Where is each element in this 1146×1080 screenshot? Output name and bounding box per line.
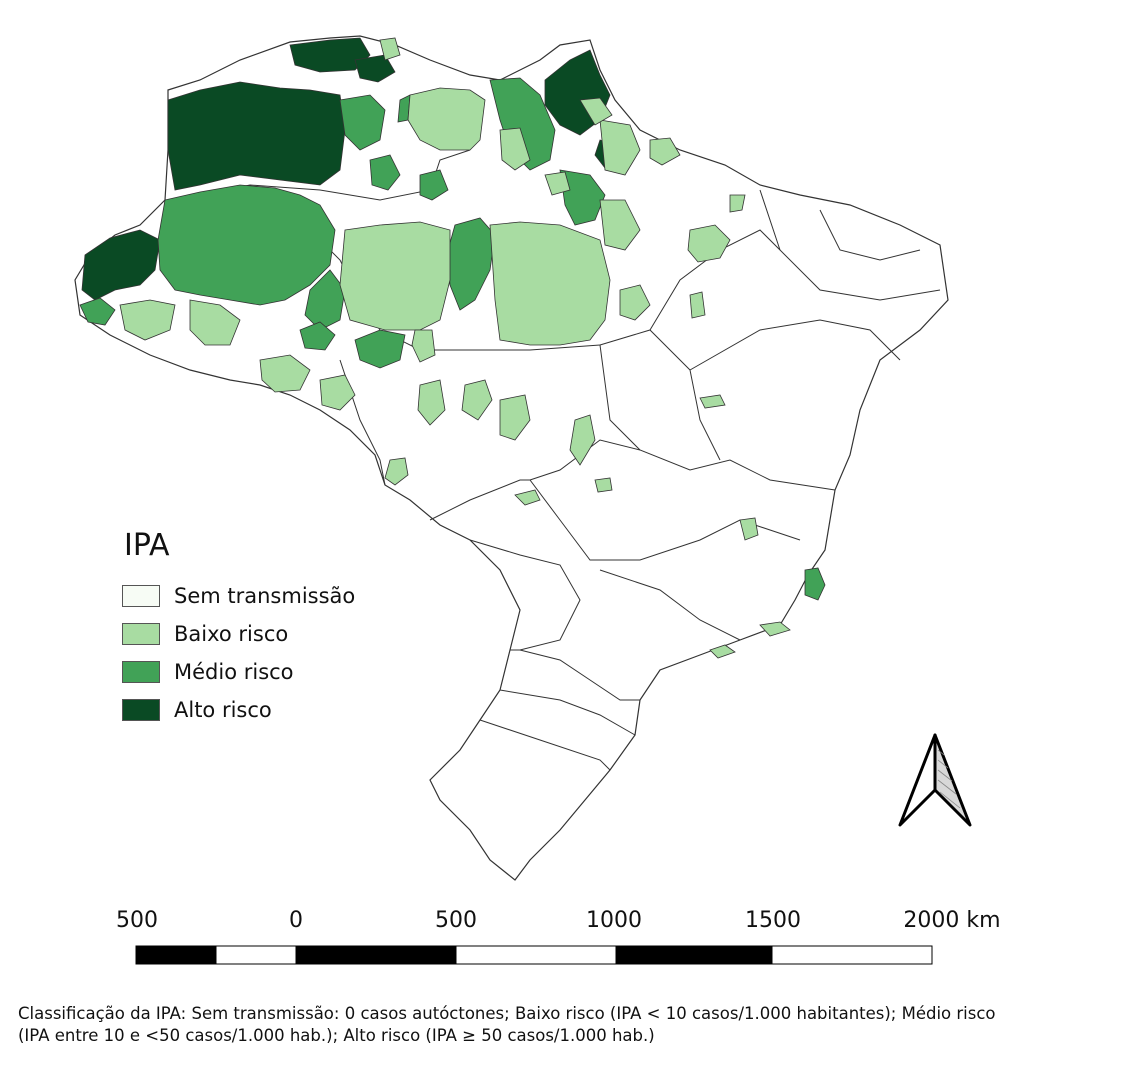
legend-swatch	[122, 623, 160, 645]
legend-label: Baixo risco	[174, 622, 289, 646]
scale-label: 2000 km	[903, 908, 1001, 933]
legend-item-baixo-risco: Baixo risco	[122, 615, 355, 653]
legend-label: Alto risco	[174, 698, 272, 722]
baixo-risco-regions	[119, 37, 791, 659]
caption-line-1: Classificação da IPA: Sem transmissão: 0…	[18, 1004, 996, 1023]
legend: IPA Sem transmissão Baixo risco Médio ri…	[122, 528, 355, 729]
scale-bar	[135, 945, 933, 965]
legend-label: Sem transmissão	[174, 584, 356, 608]
legend-item-alto-risco: Alto risco	[122, 691, 355, 729]
scale-label: 500	[435, 908, 477, 933]
scale-label: 1000	[586, 908, 642, 933]
scale-label: 1500	[745, 908, 801, 933]
legend-item-sem-transmissao: Sem transmissão	[122, 577, 355, 615]
north-arrow-icon	[898, 733, 972, 827]
legend-swatch	[122, 585, 160, 607]
caption-line-2: (IPA entre 10 e <50 casos/1.000 hab.); A…	[18, 1026, 655, 1045]
scale-labels: 500 0 500 1000 1500 2000 km	[0, 908, 1146, 938]
caption: Classificação da IPA: Sem transmissão: 0…	[18, 1003, 1128, 1047]
legend-swatch	[122, 699, 160, 721]
legend-title: IPA	[124, 528, 170, 563]
medio-risco-regions	[79, 77, 826, 601]
scale-label: 500	[116, 908, 158, 933]
legend-label: Médio risco	[174, 660, 294, 684]
legend-swatch	[122, 661, 160, 683]
scale-label: 0	[289, 908, 303, 933]
legend-item-medio-risco: Médio risco	[122, 653, 355, 691]
